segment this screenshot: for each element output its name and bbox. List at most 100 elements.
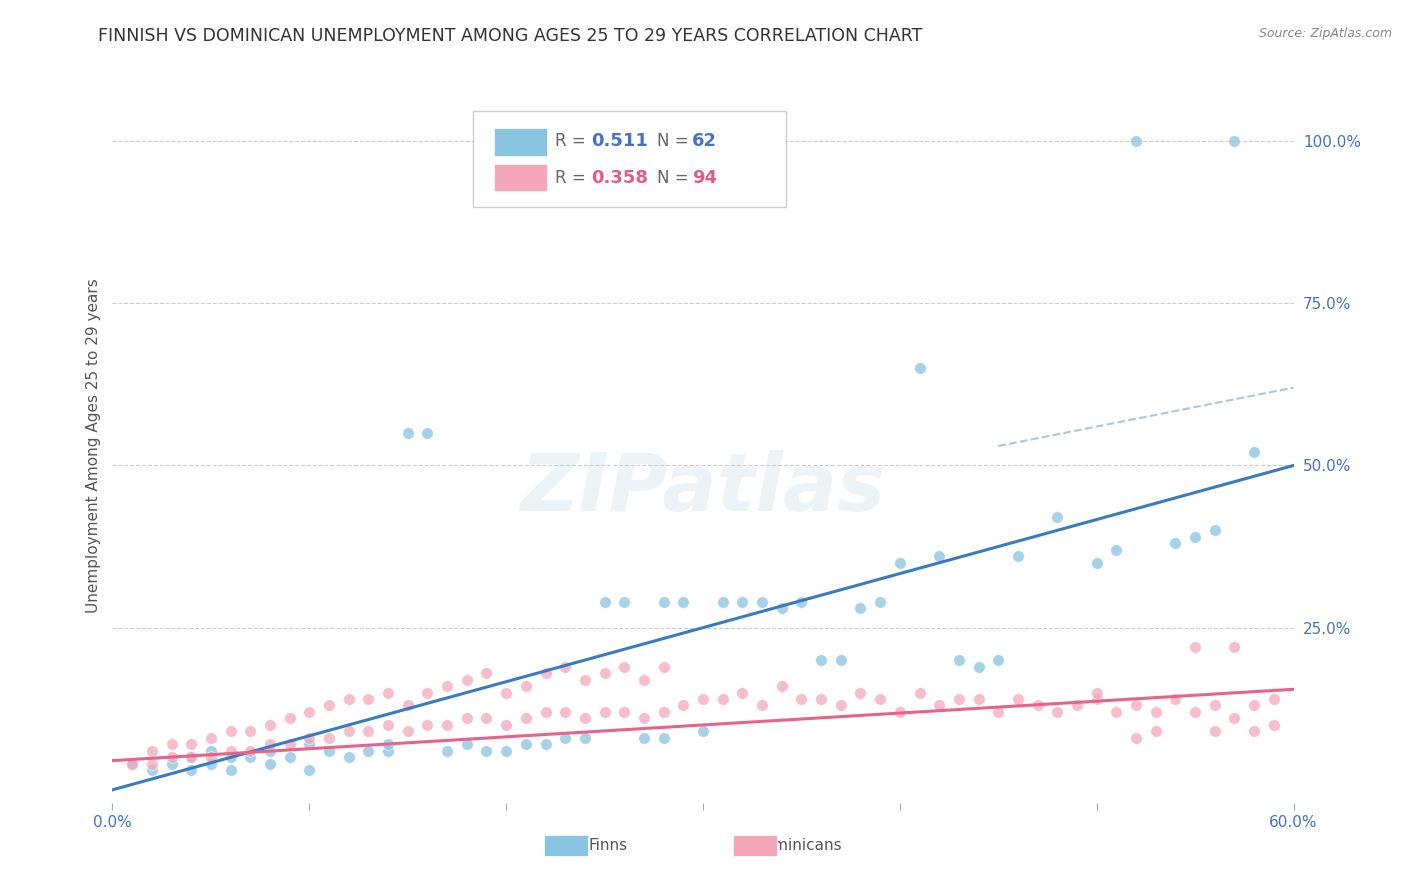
Point xyxy=(180,750,202,764)
Point xyxy=(574,711,596,725)
Text: Dominicans: Dominicans xyxy=(752,838,842,853)
Point xyxy=(633,673,655,687)
Point xyxy=(692,692,714,706)
Point xyxy=(495,744,517,758)
Point xyxy=(121,756,143,771)
Text: Finns: Finns xyxy=(589,838,628,853)
Point xyxy=(652,659,675,673)
Point xyxy=(908,361,931,376)
Point xyxy=(633,731,655,745)
Point xyxy=(239,750,262,764)
Point xyxy=(1125,731,1147,745)
Point xyxy=(1026,698,1049,713)
Point xyxy=(672,698,695,713)
Point xyxy=(515,738,537,752)
FancyBboxPatch shape xyxy=(472,111,786,207)
Point xyxy=(593,705,616,719)
Point xyxy=(948,653,970,667)
Point xyxy=(141,764,163,778)
Point xyxy=(1184,705,1206,719)
Point xyxy=(298,764,321,778)
Point xyxy=(1144,724,1167,739)
Point xyxy=(534,705,557,719)
Text: ZIPatlas: ZIPatlas xyxy=(520,450,886,528)
Point xyxy=(1164,692,1187,706)
Point xyxy=(200,731,222,745)
Point xyxy=(967,659,990,673)
Point xyxy=(1204,524,1226,538)
Point xyxy=(1125,134,1147,148)
Point xyxy=(160,750,183,764)
Point xyxy=(751,595,773,609)
Point xyxy=(259,738,281,752)
Point xyxy=(534,738,557,752)
Point xyxy=(1046,705,1069,719)
Point xyxy=(830,698,852,713)
Point xyxy=(1007,549,1029,564)
Point xyxy=(672,595,695,609)
Point xyxy=(515,679,537,693)
Point xyxy=(219,744,242,758)
Point xyxy=(928,549,950,564)
Point xyxy=(495,718,517,732)
Point xyxy=(298,705,321,719)
Point xyxy=(830,653,852,667)
Point xyxy=(1085,556,1108,570)
Text: FINNISH VS DOMINICAN UNEMPLOYMENT AMONG AGES 25 TO 29 YEARS CORRELATION CHART: FINNISH VS DOMINICAN UNEMPLOYMENT AMONG … xyxy=(98,27,922,45)
Point xyxy=(987,653,1010,667)
Point xyxy=(475,744,498,758)
Point xyxy=(357,744,380,758)
Point xyxy=(869,595,891,609)
Point xyxy=(593,666,616,681)
Point xyxy=(770,679,793,693)
Point xyxy=(711,595,734,609)
Point xyxy=(475,711,498,725)
Point xyxy=(554,705,576,719)
Point xyxy=(278,738,301,752)
Point xyxy=(574,673,596,687)
Text: N =: N = xyxy=(657,169,693,187)
FancyBboxPatch shape xyxy=(733,835,778,856)
Point xyxy=(121,756,143,771)
Point xyxy=(456,673,478,687)
Point xyxy=(141,756,163,771)
Point xyxy=(239,744,262,758)
Point xyxy=(180,738,202,752)
Point xyxy=(259,744,281,758)
Point xyxy=(613,705,636,719)
Point xyxy=(377,718,399,732)
Point xyxy=(318,731,340,745)
Point xyxy=(633,711,655,725)
Point xyxy=(593,595,616,609)
Point xyxy=(810,653,832,667)
Point xyxy=(1046,510,1069,524)
Text: R =: R = xyxy=(555,132,592,150)
Point xyxy=(1085,685,1108,699)
Point xyxy=(337,750,360,764)
Y-axis label: Unemployment Among Ages 25 to 29 years: Unemployment Among Ages 25 to 29 years xyxy=(86,278,101,614)
Point xyxy=(219,724,242,739)
Point xyxy=(278,711,301,725)
Point xyxy=(298,738,321,752)
FancyBboxPatch shape xyxy=(494,128,547,155)
Point xyxy=(1243,445,1265,459)
Point xyxy=(239,724,262,739)
Point xyxy=(1263,692,1285,706)
Point xyxy=(869,692,891,706)
Text: 0.511: 0.511 xyxy=(591,132,648,150)
Point xyxy=(1243,724,1265,739)
Point xyxy=(416,425,439,440)
Point xyxy=(652,705,675,719)
Point xyxy=(1184,530,1206,544)
Point xyxy=(1243,698,1265,713)
Point xyxy=(200,756,222,771)
Point xyxy=(574,731,596,745)
Point xyxy=(613,595,636,609)
Point xyxy=(259,756,281,771)
Point xyxy=(259,718,281,732)
Point xyxy=(337,692,360,706)
Point xyxy=(416,685,439,699)
Text: N =: N = xyxy=(657,132,693,150)
Point xyxy=(219,750,242,764)
Point xyxy=(495,685,517,699)
